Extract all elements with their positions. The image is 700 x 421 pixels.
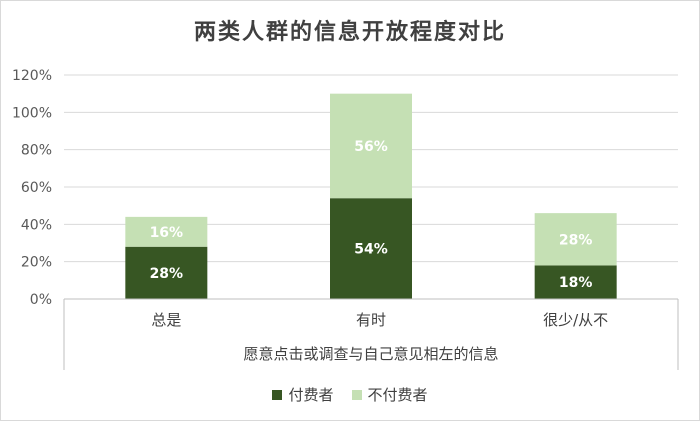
data-label: 28% [150, 266, 184, 282]
bar-segment-nonpayers [125, 216, 208, 247]
y-tick-label: 20% [21, 255, 52, 271]
labels-layer: 28% 16% 54% 56% 18% 28% [150, 139, 593, 291]
data-label: 54% [354, 242, 388, 258]
y-tick-label: 0% [30, 292, 52, 308]
category-label: 有时 [356, 311, 386, 329]
bars-layer [125, 93, 617, 299]
legend-label-payers: 付费者 [288, 386, 334, 404]
data-label: 28% [559, 232, 593, 248]
bar-segment-nonpayers [330, 93, 412, 199]
category-label: 很少/从不 [543, 311, 608, 329]
axis-layer: 0% 20% 40% 60% 80% 100% 120% 总是 有时 很少/从不愿意点击或调查与自… [12, 68, 679, 370]
data-label: 56% [354, 139, 388, 155]
y-tick-label: 120% [12, 68, 52, 84]
x-axis-title: 愿意点击或调查与自己意见相左的信息 [243, 345, 498, 363]
legend: 付费者 不付费者 [0, 384, 700, 405]
legend-swatch-payers [272, 389, 283, 400]
data-label: 18% [559, 275, 593, 291]
legend-label-nonpayers: 不付费者 [367, 386, 428, 404]
bar-segment-payers [125, 246, 208, 299]
data-label: 16% [150, 225, 184, 241]
legend-item-nonpayers: 不付费者 [351, 384, 428, 405]
y-tick-label: 100% [12, 105, 52, 121]
chart-title: 两类人群的信息开放程度对比 [193, 19, 506, 45]
y-tick-label: 80% [21, 143, 52, 159]
legend-swatch-nonpayers [351, 389, 362, 400]
y-tick-label: 40% [21, 217, 52, 233]
legend-item-payers: 付费者 [272, 384, 334, 405]
bar-segment-nonpayers [534, 213, 617, 266]
bar-segment-payers [330, 198, 412, 299]
category-label: 总是 [151, 311, 181, 329]
y-tick-label: 60% [21, 180, 52, 196]
bar-segment-payers [534, 265, 617, 299]
